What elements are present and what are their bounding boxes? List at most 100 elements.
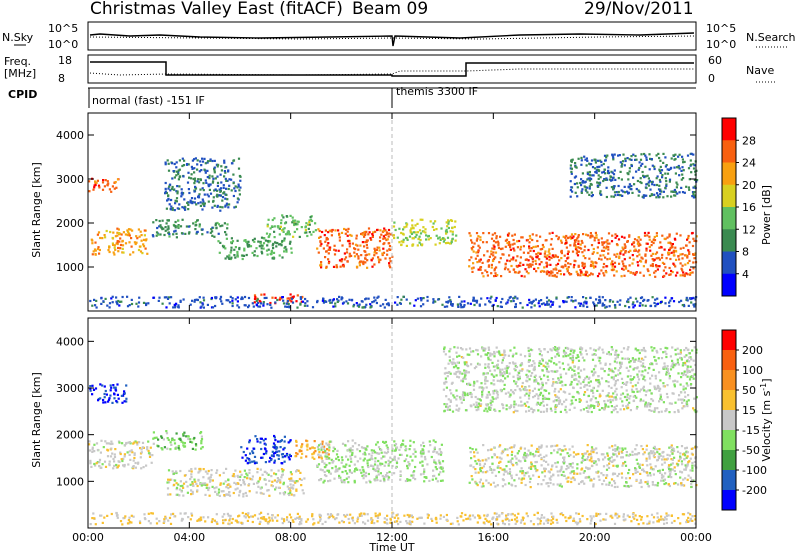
data-cell bbox=[221, 199, 224, 202]
data-cell bbox=[466, 302, 470, 305]
data-cell bbox=[635, 158, 638, 161]
data-cell bbox=[308, 231, 311, 234]
data-cell bbox=[523, 447, 526, 450]
data-cell bbox=[603, 400, 606, 403]
data-cell bbox=[232, 194, 235, 198]
data-cell bbox=[126, 234, 129, 237]
nsearch-trace bbox=[89, 35, 695, 40]
data-cell bbox=[169, 441, 172, 444]
data-cell bbox=[434, 220, 437, 223]
data-cell bbox=[613, 265, 617, 268]
data-cell bbox=[583, 385, 586, 388]
data-cell bbox=[612, 195, 615, 198]
nsky-trace bbox=[89, 32, 695, 47]
data-cell bbox=[141, 441, 145, 444]
data-cell bbox=[365, 448, 368, 451]
data-cell bbox=[523, 474, 526, 477]
data-cell bbox=[679, 383, 682, 386]
data-cell bbox=[312, 230, 315, 233]
data-cell bbox=[386, 450, 390, 454]
data-cell bbox=[260, 250, 263, 253]
data-cell bbox=[628, 235, 631, 238]
data-cell bbox=[412, 441, 415, 444]
data-cell bbox=[577, 264, 580, 267]
data-cell bbox=[611, 263, 615, 266]
data-cell bbox=[265, 450, 268, 453]
data-cell bbox=[198, 193, 201, 196]
data-cell bbox=[335, 266, 339, 269]
data-cell bbox=[95, 462, 98, 465]
data-cell bbox=[667, 253, 670, 256]
data-cell bbox=[586, 444, 589, 447]
data-cell bbox=[367, 297, 370, 300]
data-cell bbox=[343, 465, 346, 468]
data-cell bbox=[590, 389, 593, 393]
data-cell bbox=[622, 347, 626, 350]
data-cell bbox=[272, 242, 275, 245]
data-cell bbox=[545, 271, 548, 274]
data-cell bbox=[653, 258, 656, 261]
data-cell bbox=[274, 439, 277, 442]
data-cell bbox=[306, 448, 309, 451]
data-cell bbox=[167, 169, 171, 172]
data-cell bbox=[628, 158, 631, 161]
data-cell bbox=[512, 299, 515, 303]
data-cell bbox=[559, 482, 562, 486]
data-cell bbox=[196, 168, 199, 171]
data-cell bbox=[241, 257, 244, 261]
data-cell bbox=[196, 298, 199, 302]
data-cell bbox=[564, 405, 567, 408]
data-cell bbox=[614, 194, 617, 197]
data-cell bbox=[94, 304, 97, 307]
data-cell bbox=[262, 439, 265, 442]
data-cell bbox=[586, 159, 589, 162]
data-cell bbox=[644, 304, 647, 307]
data-cell bbox=[413, 470, 416, 473]
data-cell bbox=[639, 271, 642, 274]
data-cell bbox=[110, 297, 113, 300]
data-cell bbox=[237, 306, 241, 309]
data-cell bbox=[499, 257, 502, 260]
data-cell bbox=[674, 401, 677, 404]
data-cell bbox=[602, 266, 605, 269]
data-cell bbox=[555, 275, 558, 278]
data-cell bbox=[325, 463, 328, 467]
data-cell bbox=[570, 296, 573, 299]
data-cell bbox=[485, 241, 488, 244]
colorbar-segment bbox=[722, 140, 736, 163]
data-cell bbox=[616, 474, 619, 478]
data-cell bbox=[622, 153, 625, 156]
data-cell bbox=[556, 483, 559, 486]
freq-strip-frame bbox=[87, 54, 697, 84]
data-cell bbox=[193, 300, 196, 303]
data-cell bbox=[116, 242, 119, 246]
data-cell bbox=[522, 456, 525, 459]
data-cell bbox=[626, 396, 629, 399]
data-cell bbox=[393, 221, 396, 224]
data-cell bbox=[318, 456, 321, 459]
data-cell bbox=[576, 254, 580, 257]
data-cell bbox=[137, 301, 141, 304]
data-cell bbox=[519, 353, 522, 356]
data-cell bbox=[514, 305, 517, 308]
data-cell bbox=[662, 152, 665, 155]
data-cell bbox=[662, 367, 665, 370]
data-cell bbox=[686, 478, 689, 481]
data-cell bbox=[628, 264, 631, 267]
data-cell bbox=[431, 478, 434, 481]
data-cell bbox=[551, 444, 554, 448]
data-cell bbox=[668, 470, 671, 473]
data-cell bbox=[300, 226, 303, 229]
data-cell bbox=[341, 244, 344, 247]
data-cell bbox=[342, 301, 345, 304]
data-cell bbox=[683, 458, 686, 461]
data-cell bbox=[673, 385, 676, 388]
data-cell bbox=[414, 231, 417, 234]
data-cell bbox=[200, 438, 204, 441]
data-cell bbox=[108, 397, 111, 400]
data-cell bbox=[668, 484, 671, 488]
data-cell bbox=[383, 451, 386, 454]
data-cell bbox=[288, 242, 292, 245]
data-cell bbox=[340, 479, 343, 482]
